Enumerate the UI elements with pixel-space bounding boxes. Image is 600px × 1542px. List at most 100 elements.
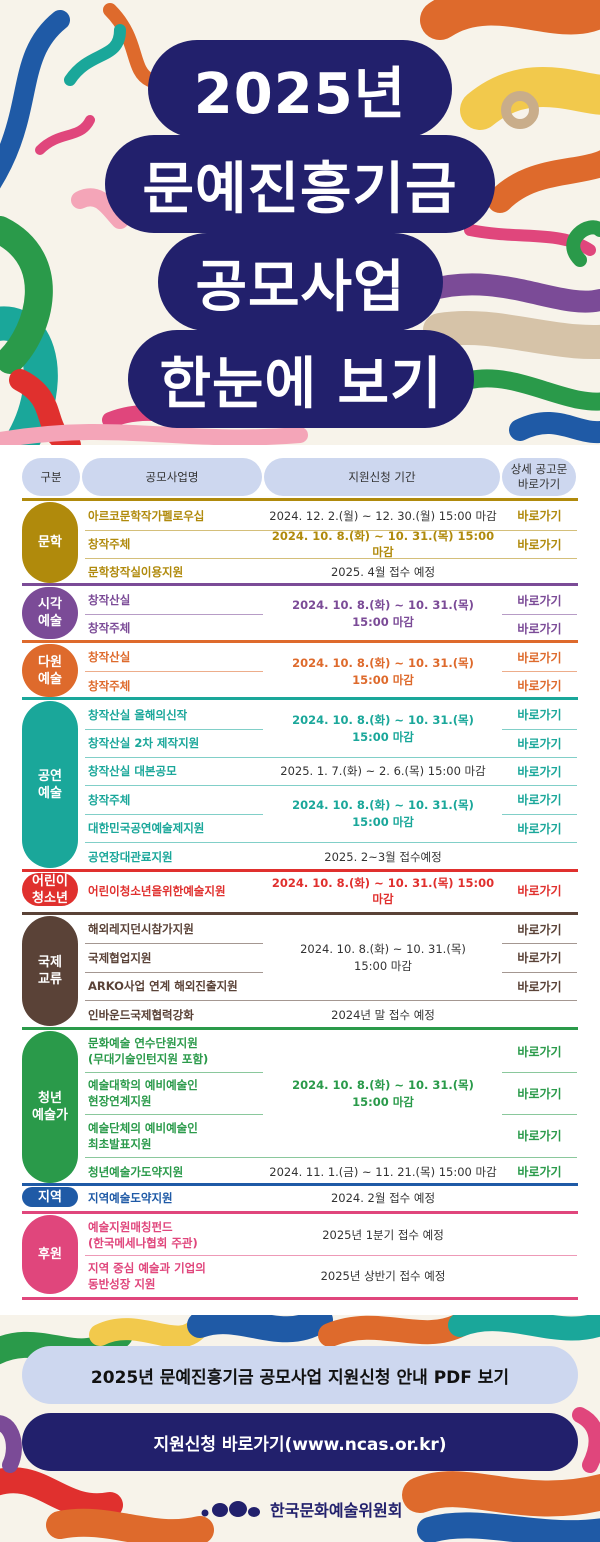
program-name: 예술대학의 예비예술인 현장연계지원 [88,1078,198,1108]
program-name: ARKO사업 연계 해외진출지원 [88,979,238,993]
table-row: 창작산실 올해의신작 바로가기 [85,700,577,729]
program-name: 창작산실 [88,593,131,607]
table-row: 인바운드국제협력강화 2024년 말 접수 예정 [85,1000,577,1029]
row-divider [502,614,577,615]
detail-link[interactable]: 바로가기 [517,537,562,552]
application-period: 2024년 말 접수 예정 [331,1007,435,1022]
program-name: 창작주체 [88,621,131,635]
detail-link[interactable]: 바로가기 [517,979,562,994]
detail-link[interactable]: 바로가기 [517,621,562,636]
table-row: 해외레지던시참가지원 바로가기 [85,915,577,943]
table-row: 창작산실 바로가기 [85,643,577,671]
program-name: 지역예술도약지원 [88,1191,173,1205]
detail-link[interactable]: 바로가기 [517,650,562,665]
header-link: 상세 공고문 바로가기 [502,458,576,496]
table-row: 예술단체의 예비예술인 최초발표지원 바로가기 [85,1114,577,1157]
row-divider [502,972,577,973]
application-period: 2025. 4월 접수 예정 [330,565,436,579]
table-row: 창작주체 바로가기 [85,614,577,642]
table-row: 국제협업지원 바로가기 [85,943,577,972]
category-literature: 문학 [22,502,78,583]
table-row: 창작주체 바로가기 [85,671,577,700]
table-row: 지역예술도약지원 2024. 2월 접수 예정 [85,1186,577,1210]
detail-link[interactable]: 바로가기 [517,764,562,779]
application-period: 2024. 2월 접수 예정 [330,1191,436,1205]
group-divider-sponsor [22,1211,578,1214]
arko-logo: 한국문화예술위원회 [200,1492,402,1526]
program-name: 청년예술가도약지원 [88,1164,184,1179]
row-divider [502,671,577,672]
application-period: 2025. 2~3월 접수예정 [324,849,442,864]
program-table: 구분 공모사업명 지원신청 기간 상세 공고문 바로가기 문학 아르코문학작가펠로… [0,445,600,1315]
row-divider [85,1000,577,1001]
row-divider [85,757,577,758]
category-children: 어린이 청소년 [22,873,78,906]
program-name: 창작주체 [88,792,131,807]
group-divider-young [22,1027,578,1030]
detail-link[interactable]: 바로가기 [517,1129,562,1143]
application-period: 2025년 1분기 접수 예정 [322,1227,444,1242]
category-sponsor: 후원 [22,1215,78,1294]
detail-link[interactable]: 바로가기 [517,951,562,965]
program-name: 창작산실 2차 제작지원 [88,736,200,750]
row-divider [85,729,263,730]
detail-link[interactable]: 바로가기 [517,1086,562,1101]
table-row: 창작주체 바로가기 [85,785,577,814]
program-name: 공연장대관료지원 [88,849,173,864]
category-multi: 다원 예술 [22,644,78,697]
application-period: 2025. 1. 7.(화) ~ 2. 6.(목) 15:00 마감 [280,764,486,778]
detail-link[interactable]: 바로가기 [517,679,562,693]
category-performing: 공연 예술 [22,701,78,868]
application-period: 2025년 상반기 접수 예정 [320,1269,446,1283]
detail-link[interactable]: 바로가기 [517,821,562,836]
row-divider [85,1114,263,1115]
detail-link[interactable]: 바로가기 [517,1165,562,1179]
program-name: 아르코문학작가펠로우십 [88,508,205,523]
detail-link[interactable]: 바로가기 [517,884,562,898]
application-period: 2024. 11. 1.(금) ~ 11. 21.(목) 15:00 마감 [269,1164,497,1179]
merged-period: 2024. 10. 8.(화) ~ 10. 31.(목) 15:00 마감 [292,598,474,629]
detail-link[interactable]: 바로가기 [517,593,562,608]
program-name: 예술지원매칭펀드 (한국메세나협회 주관) [88,1219,198,1250]
arko-logo-text: 한국문화예술위원회 [270,1501,403,1520]
table-row: 어린이청소년을위한예술지원 2024. 10. 8.(화) ~ 10. 31.(목… [85,872,577,909]
header-period: 지원신청 기간 [264,458,500,496]
arko-logo-icon [201,1501,260,1517]
table-row: 지역 중심 예술과 기업의 동반성장 지원 2025년 상반기 접수 예정 [85,1255,577,1297]
title-line-3: 공모사업 [158,233,443,331]
application-period: 2024. 10. 8.(화) ~ 10. 31.(목) 15:00 마감 [271,875,495,906]
detail-link[interactable]: 바로가기 [517,922,562,937]
group-divider-visual [22,583,578,586]
program-name: 예술단체의 예비예술인 최초발표지원 [88,1120,198,1151]
decorative-shapes-bottom [0,1315,600,1542]
application-period: 2024. 12. 2.(월) ~ 12. 30.(월) 15:00 마감 [269,508,497,523]
table-row: 아르코문학작가펠로우십 2024. 12. 2.(월) ~ 12. 30.(월) … [85,501,577,530]
merged-period: 2024. 10. 8.(화) ~ 10. 31.(목) 15:00 마감 [292,655,474,687]
detail-link[interactable]: 바로가기 [517,736,562,751]
table-row: 창작산실 2차 제작지원 바로가기 [85,729,577,757]
group-divider-regional [22,1183,578,1186]
detail-link[interactable]: 바로가기 [517,1044,562,1059]
pdf-guide-button[interactable]: 2025년 문예진흥기금 공모사업 지원신청 안내 PDF 보기 [22,1346,578,1404]
program-name: 창작산실 [88,650,131,664]
row-divider [85,1157,577,1158]
row-divider [502,1072,577,1073]
row-divider [502,1114,577,1115]
detail-link[interactable]: 바로가기 [517,708,562,722]
program-name: 문학창작실이용지원 [88,565,184,579]
decorative-shapes [0,0,600,445]
group-divider-performing [22,697,578,700]
title-line-1: 2025년 [148,40,452,138]
table-row: 창작산실 바로가기 [85,586,577,614]
category-young: 청년 예술가 [22,1031,78,1183]
merged-period: 2024. 10. 8.(화) ~ 10. 31.(목) 15:00 마감 [292,712,474,744]
title-line-2: 문예진흥기금 [105,135,495,233]
row-divider [85,972,263,973]
row-divider [502,814,577,815]
group-divider-international [22,912,578,915]
row-divider [85,1072,263,1073]
detail-link[interactable]: 바로가기 [517,793,562,807]
table-row: 공연장대관료지원 2025. 2~3월 접수예정 [85,842,577,871]
detail-link[interactable]: 바로가기 [517,509,562,523]
apply-link-button[interactable]: 지원신청 바로가기(www.ncas.or.kr) [22,1413,578,1471]
